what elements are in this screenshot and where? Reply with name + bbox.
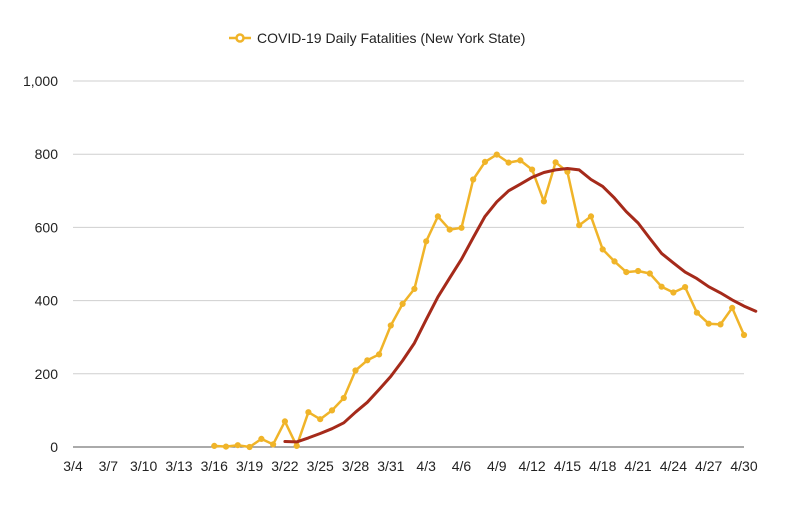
data-point [717,321,724,328]
series-lines [211,151,758,451]
x-tick-label: 4/6 [452,458,472,474]
data-point [364,357,371,364]
data-point [552,159,559,166]
x-tick-label: 4/9 [487,458,507,474]
y-axis: 0 200 400 600 800 1,000 [23,73,58,455]
daily-fatalities-line [213,153,746,449]
x-tick-label: 3/28 [342,458,369,474]
data-point [705,320,712,327]
data-point [505,159,512,166]
data-point [317,416,324,423]
data-point [646,270,653,277]
x-tick-label: 4/15 [554,458,581,474]
data-point [293,442,300,449]
data-point [305,409,312,416]
x-tick-label: 4/21 [624,458,651,474]
y-tick-label: 800 [35,146,59,162]
data-point [246,443,253,451]
x-tick-label: 3/25 [307,458,334,474]
data-point [270,441,277,448]
data-point [658,283,665,290]
data-point [611,258,618,265]
data-point [446,226,453,233]
x-tick-label: 3/13 [165,458,192,474]
moving-average-line [283,167,758,444]
x-tick-label: 4/27 [695,458,722,474]
data-point [411,285,418,292]
legend: COVID-19 Daily Fatalities (New York Stat… [229,30,525,46]
data-point [340,394,347,402]
data-point [599,246,606,253]
data-point [529,166,536,173]
x-tick-label: 3/7 [99,458,119,474]
y-tick-label: 0 [50,439,58,455]
data-point [281,418,288,425]
x-tick-label: 3/16 [201,458,228,474]
x-tick-label: 3/22 [271,458,298,474]
data-point [729,304,736,311]
x-tick-label: 3/31 [377,458,404,474]
data-point [540,198,548,205]
x-tick-label: 3/19 [236,458,263,474]
x-tick-label: 4/24 [660,458,687,474]
y-tick-label: 600 [35,219,59,235]
data-point [470,176,477,183]
data-point [481,158,489,165]
data-point [328,407,336,414]
data-point [670,289,677,296]
x-tick-label: 3/10 [130,458,157,474]
data-point [493,151,500,158]
data-point [587,213,595,220]
data-point [352,367,359,374]
data-point [635,267,642,275]
grid [73,80,744,448]
data-point [211,442,218,449]
data-point [423,238,430,245]
data-point [576,222,583,229]
data-point [258,435,265,442]
data-point [740,331,748,339]
y-tick-label: 1,000 [23,73,58,89]
x-tick-label: 4/12 [518,458,545,474]
data-point [234,442,241,449]
y-tick-label: 400 [35,293,59,309]
legend-label: COVID-19 Daily Fatalities (New York Stat… [257,30,525,46]
data-point [376,351,383,358]
data-point [693,309,701,316]
data-point [434,213,441,220]
data-point [623,269,630,276]
x-tick-label: 4/18 [589,458,616,474]
x-axis: 3/4 3/7 3/10 3/13 3/16 3/19 3/22 3/25 3/28 3/31 4/… [63,458,758,474]
data-point [399,300,406,307]
data-point [222,443,230,450]
x-tick-label: 4/3 [416,458,436,474]
data-point [387,322,394,329]
data-point [517,157,524,164]
x-tick-label: 3/4 [63,458,83,474]
y-tick-label: 200 [35,366,59,382]
legend-point-marker [235,33,245,43]
data-point [458,224,465,231]
data-point [682,284,689,291]
x-tick-label: 4/30 [730,458,757,474]
